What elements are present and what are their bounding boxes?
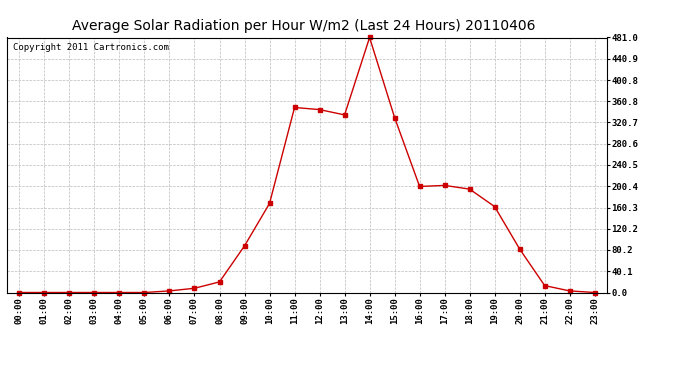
Text: Average Solar Radiation per Hour W/m2 (Last 24 Hours) 20110406: Average Solar Radiation per Hour W/m2 (L… [72, 19, 535, 33]
Text: Copyright 2011 Cartronics.com: Copyright 2011 Cartronics.com [13, 43, 169, 52]
